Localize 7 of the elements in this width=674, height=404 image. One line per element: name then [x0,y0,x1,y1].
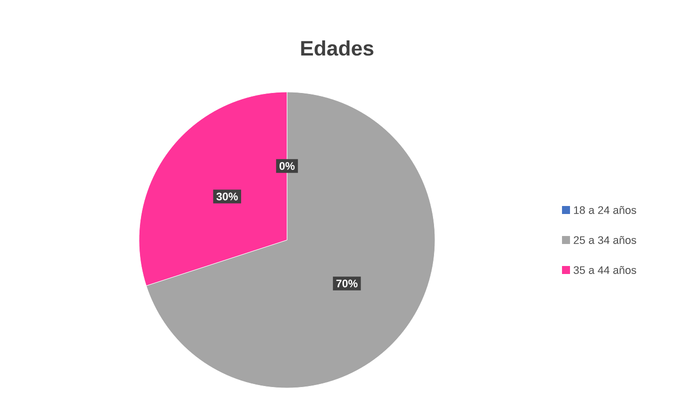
chart-title: Edades [301,40,374,56]
text: 0% [280,162,295,170]
legend-label: 18 a 24 años [574,206,636,214]
legend-label: 25 a 34 años [574,236,636,244]
data-label: 70% [336,280,358,288]
legend-label: 35 a 44 años [574,266,636,274]
data-label: 30% [216,192,238,200]
